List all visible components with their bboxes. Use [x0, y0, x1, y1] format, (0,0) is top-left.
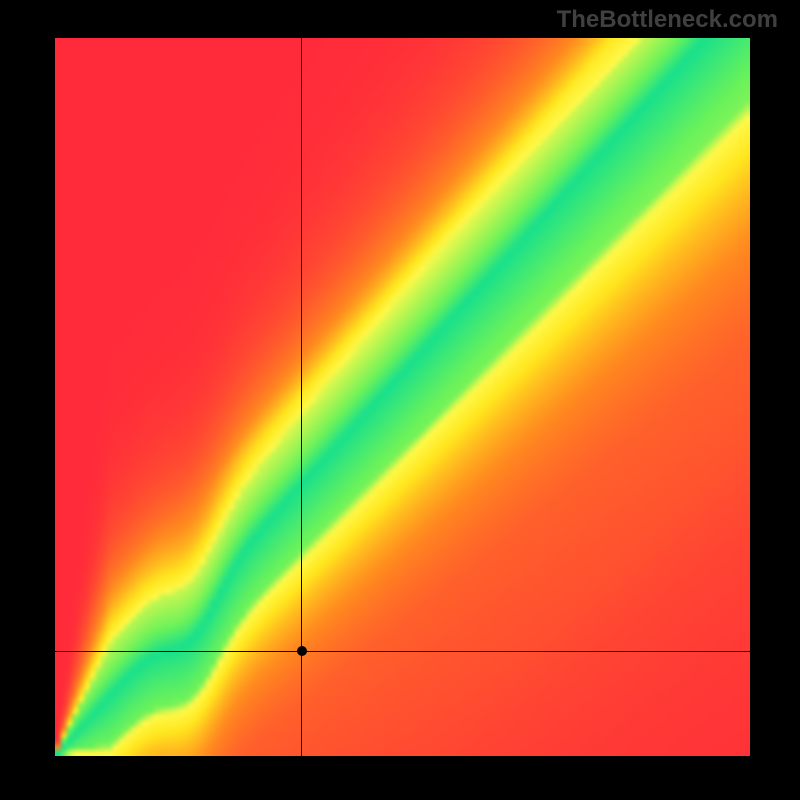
heatmap-canvas: [55, 38, 750, 756]
marker-dot: [297, 646, 307, 656]
crosshair-horizontal: [55, 651, 750, 652]
watermark-text: TheBottleneck.com: [557, 6, 778, 34]
